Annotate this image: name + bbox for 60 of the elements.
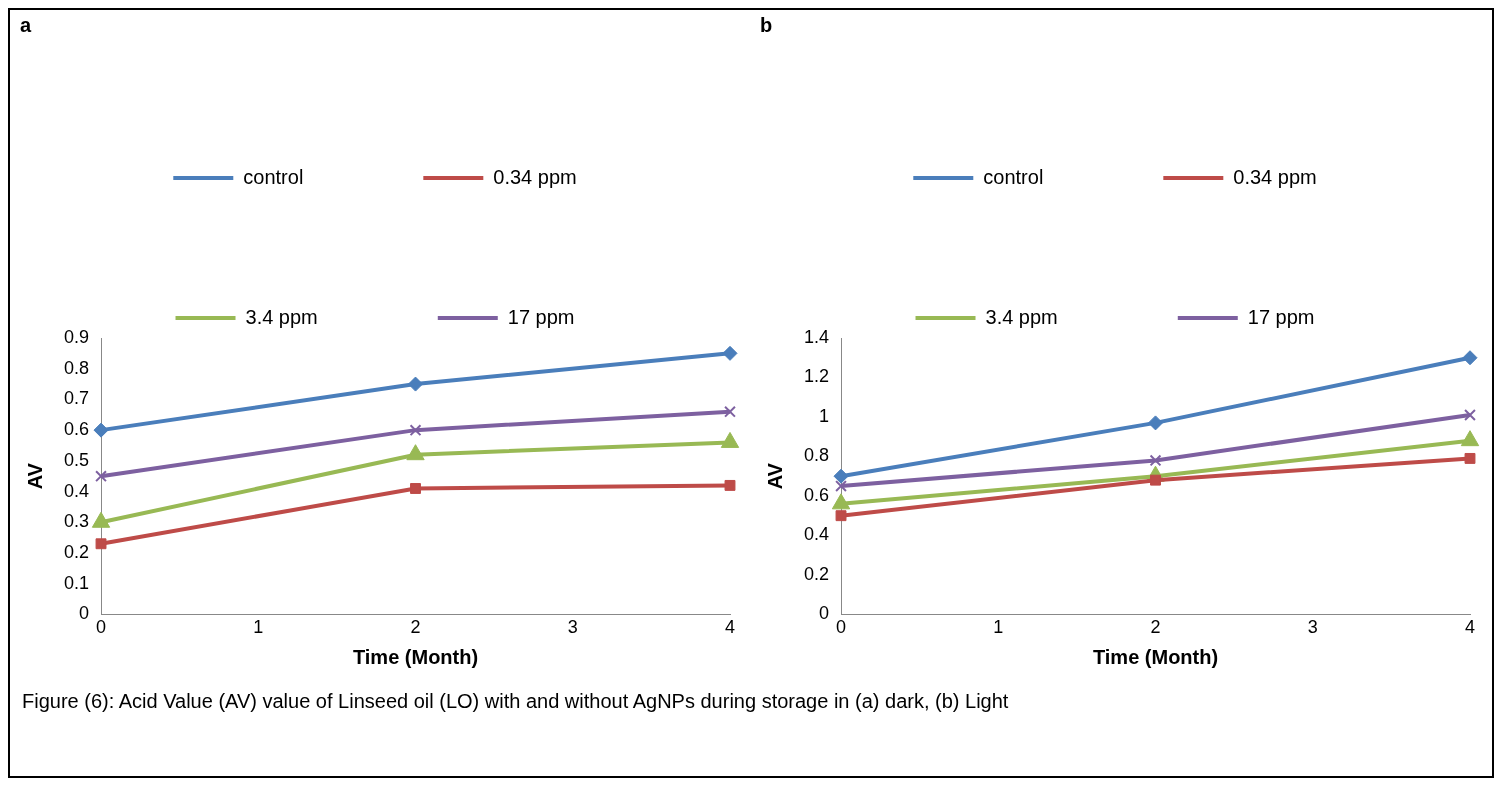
x-tick-label: 3 <box>567 617 578 638</box>
point <box>95 470 107 483</box>
point <box>1462 350 1478 366</box>
point <box>1149 454 1162 467</box>
chart-title: a <box>20 13 32 36</box>
y-tick-label: 0.1 <box>63 572 90 593</box>
point <box>724 405 736 418</box>
y-tick-label: 1.4 <box>803 326 830 347</box>
point <box>95 538 107 550</box>
legend-label: 17 ppm <box>507 305 575 328</box>
y-axis-title: AV <box>23 462 46 490</box>
legend-label: 3.4 ppm <box>245 305 318 328</box>
legend-label: control <box>243 165 304 188</box>
y-tick-label: 0.2 <box>803 563 830 584</box>
point <box>835 480 847 493</box>
y-tick-label: 0.5 <box>63 449 90 470</box>
x-tick-label: 3 <box>1307 617 1318 638</box>
point <box>835 510 847 522</box>
y-tick-label: 0.8 <box>63 357 90 378</box>
legend-label: 0.34 ppm <box>1233 165 1317 188</box>
y-tick-label: 0.6 <box>63 419 90 440</box>
y-tick-label: 0.6 <box>803 484 830 505</box>
y-tick-label: 0.9 <box>63 326 90 347</box>
y-axis-title: AV <box>763 462 786 490</box>
x-tick-label: 0 <box>836 617 847 638</box>
text: Figure (6): Acid Value (AV) value of Linseed oil (LO) with and without AgNPs during storage in (a) dark, (b) Light <box>22 690 1010 713</box>
x-tick-label: 0 <box>96 617 107 638</box>
point <box>722 345 738 361</box>
x-axis-title: Time (Month) <box>352 645 479 668</box>
point <box>833 468 849 484</box>
x-tick-label: 4 <box>724 617 736 638</box>
legend-label: 0.34 ppm <box>493 165 577 188</box>
legend-label: 3.4 ppm <box>985 305 1058 328</box>
legend-label: 17 ppm <box>1247 305 1315 328</box>
y-tick-label: 1.2 <box>803 366 830 387</box>
x-tick-label: 1 <box>993 617 1004 638</box>
point <box>1464 409 1476 421</box>
legend-label: control <box>983 165 1044 188</box>
x-tick-label: 2 <box>1150 617 1161 638</box>
y-tick-label: 1 <box>819 405 830 426</box>
y-tick-label: 0.7 <box>63 388 90 409</box>
point <box>408 376 424 392</box>
point <box>93 422 109 438</box>
x-tick-label: 2 <box>410 617 421 638</box>
point <box>1148 415 1164 431</box>
y-tick-label: 0.8 <box>803 445 830 466</box>
y-tick-label: 0 <box>79 603 90 624</box>
chart-title: b <box>760 13 773 36</box>
point <box>1464 452 1476 464</box>
y-tick-label: 0.3 <box>63 511 90 532</box>
x-axis-title: Time (Month) <box>1092 645 1219 668</box>
y-tick-label: 0 <box>819 603 830 624</box>
y-tick-label: 0.2 <box>63 541 90 562</box>
point <box>409 424 422 437</box>
point <box>410 483 421 494</box>
point <box>724 479 736 491</box>
y-tick-label: 0.4 <box>63 480 90 501</box>
x-tick-label: 4 <box>1464 617 1476 638</box>
x-tick-label: 1 <box>253 617 264 638</box>
y-tick-label: 0.4 <box>803 524 830 545</box>
